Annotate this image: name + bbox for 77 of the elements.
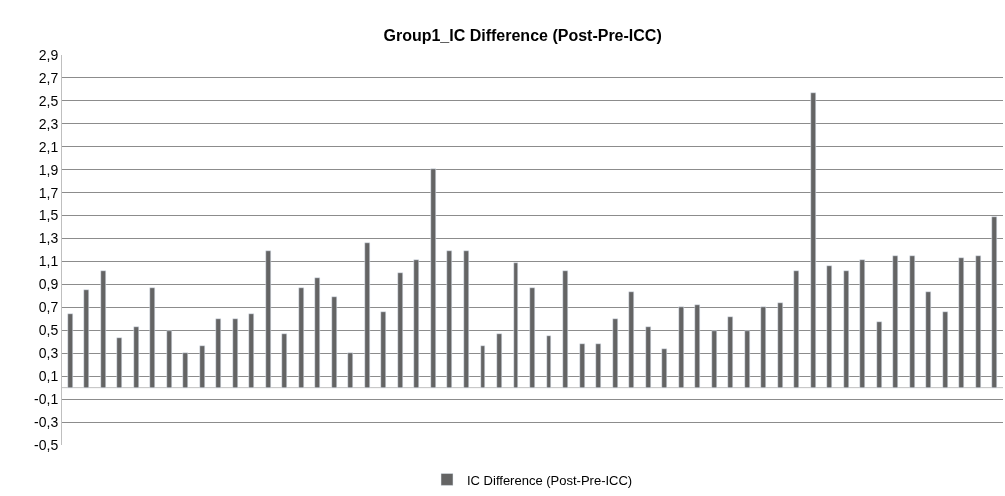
bar	[843, 270, 849, 388]
bar	[942, 311, 948, 388]
bar	[991, 216, 997, 388]
bar	[612, 318, 618, 388]
bar	[892, 255, 898, 388]
y-tick-label: 1,5	[38, 207, 59, 224]
bar	[925, 291, 931, 388]
bar	[678, 306, 684, 388]
legend-label: IC Difference (Post-Pre-ICC)	[467, 472, 633, 488]
bar	[397, 272, 403, 388]
bar	[546, 335, 551, 388]
y-tick-label: 2,1	[38, 138, 59, 155]
y-tick-label: 0,3	[38, 345, 59, 362]
bar	[826, 265, 832, 388]
bar	[133, 326, 139, 388]
bar	[727, 316, 733, 388]
bar	[67, 313, 73, 388]
bar	[232, 318, 238, 388]
bar	[248, 313, 254, 388]
bar	[182, 352, 188, 388]
y-tick-label: -0,1	[34, 391, 59, 408]
bar	[199, 345, 205, 388]
bar	[331, 296, 337, 388]
chart-title: Group1_IC Difference (Post-Pre-ICC)	[383, 26, 662, 44]
y-tick-label: 1,1	[38, 253, 59, 270]
bar	[744, 330, 750, 388]
bar	[116, 337, 122, 388]
bar	[380, 311, 386, 388]
y-tick-label: 2,9	[38, 46, 59, 63]
bar	[909, 255, 915, 388]
y-tick-label: 0,9	[38, 276, 59, 293]
bar	[513, 262, 518, 388]
bar	[975, 255, 981, 388]
bar	[661, 348, 667, 388]
bar	[314, 277, 320, 388]
y-tick-label: -0,3	[34, 413, 59, 430]
bar	[347, 352, 353, 388]
y-tick-label: 1,3	[38, 230, 59, 247]
bar	[463, 250, 469, 388]
bar	[83, 289, 89, 388]
y-tick-label: 0,5	[38, 322, 59, 339]
bar	[446, 250, 452, 388]
bar	[562, 270, 568, 388]
y-tick-label: 1,7	[38, 184, 59, 201]
y-tick-label: 2,5	[38, 92, 59, 109]
bar	[265, 250, 271, 388]
bar	[694, 304, 700, 388]
bar	[149, 287, 155, 388]
y-tick-label: -0,5	[34, 436, 59, 453]
bar	[793, 270, 799, 388]
bar	[298, 287, 304, 388]
bar	[215, 318, 221, 388]
bar	[496, 333, 502, 388]
bar	[480, 345, 485, 388]
bar	[430, 168, 436, 388]
bar	[529, 287, 535, 388]
bar	[595, 343, 601, 388]
bar	[810, 92, 816, 388]
y-tick-label: 1,9	[38, 161, 59, 178]
bar	[628, 291, 634, 388]
y-tick-label: 0,1	[38, 368, 59, 385]
bar	[958, 257, 964, 388]
bar	[777, 302, 783, 388]
bar	[876, 321, 882, 388]
bar	[760, 306, 766, 388]
bar	[281, 333, 287, 388]
bar	[711, 330, 717, 388]
bar	[166, 330, 172, 388]
bar	[579, 343, 585, 388]
bar	[100, 270, 106, 388]
bar	[645, 326, 651, 388]
bar	[859, 259, 865, 388]
y-tick-label: 2,3	[38, 115, 59, 132]
y-tick-label: 0,7	[38, 299, 59, 316]
bar	[364, 242, 370, 388]
bar	[413, 259, 419, 388]
y-tick-label: 2,7	[38, 69, 59, 86]
